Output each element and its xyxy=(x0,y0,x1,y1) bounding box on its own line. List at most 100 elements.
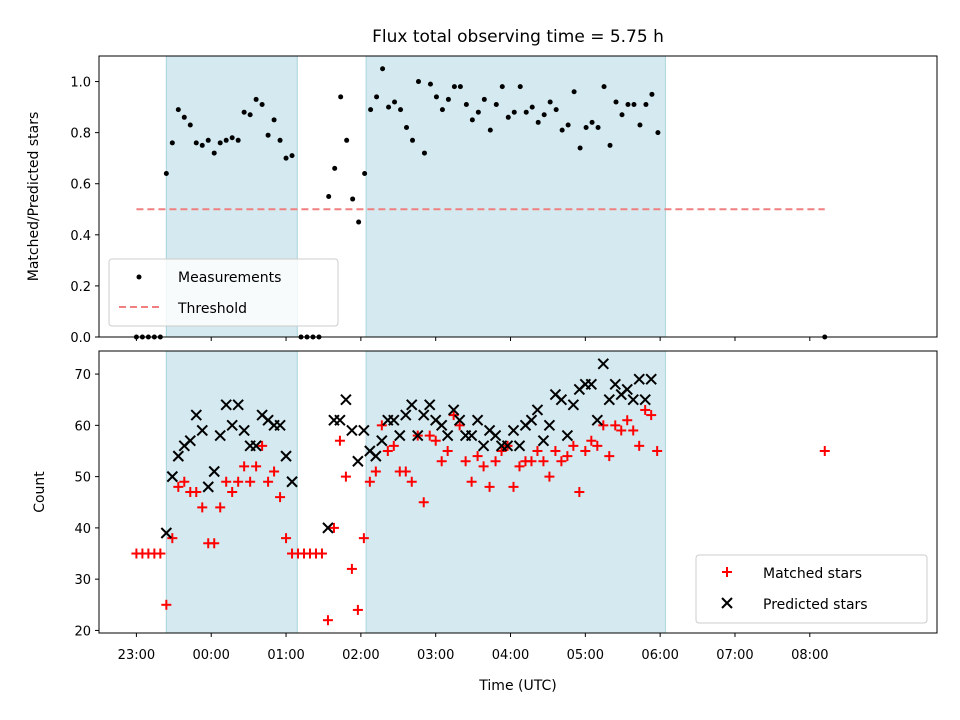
legend-matched-plus xyxy=(722,567,732,577)
predicted-star-point xyxy=(597,358,610,370)
count-axes-frame xyxy=(98,350,938,634)
predicted-star-point-b xyxy=(429,414,442,426)
predicted-star-point-b xyxy=(471,414,484,426)
measurement-point xyxy=(229,135,235,141)
matched-star-point xyxy=(400,466,411,477)
matched-star-point xyxy=(233,476,244,487)
predicted-star-point xyxy=(238,424,250,437)
predicted-star-point xyxy=(358,424,370,437)
predicted-star-point-b xyxy=(561,429,574,442)
measurement-point xyxy=(253,96,259,102)
matched-star-point xyxy=(550,445,561,456)
measurement-point xyxy=(487,127,493,133)
predicted-star-point-b xyxy=(256,409,268,421)
matched-star-point xyxy=(167,533,178,544)
measurement-point xyxy=(241,109,247,115)
matched-star-point xyxy=(322,615,333,626)
matched-star-point xyxy=(604,451,615,462)
measurement-point xyxy=(289,153,295,159)
count-y-tick-label: 70 xyxy=(74,368,91,383)
predicted-star-point-b xyxy=(531,404,544,416)
matched-star-point xyxy=(484,481,495,492)
predicted-star-point-b xyxy=(226,419,238,432)
predicted-star-point xyxy=(585,378,598,391)
predicted-star-point-b xyxy=(435,419,448,432)
count-y-axis-label: Count xyxy=(32,471,48,513)
count-x-tick-label: 23:00 xyxy=(118,648,155,663)
measurement-point xyxy=(193,140,199,146)
ratio-shaded-interval xyxy=(366,56,666,337)
matched-star-point xyxy=(191,487,202,497)
matched-star-point xyxy=(448,410,459,421)
matched-star-point xyxy=(376,420,387,431)
legend-threshold-label: Threshold xyxy=(177,301,247,317)
matched-star-point xyxy=(616,425,627,436)
predicted-star-point xyxy=(340,394,352,406)
count-x-tick-label: 08:00 xyxy=(791,648,828,663)
predicted-star-point xyxy=(334,414,346,426)
count-x-tick-label: 04:00 xyxy=(492,648,529,663)
matched-star-point xyxy=(556,456,567,467)
matched-star-point xyxy=(161,599,172,610)
matched-star-point xyxy=(568,440,579,451)
predicted-star-point xyxy=(184,435,196,447)
x-axis-label: Time (UTC) xyxy=(478,678,556,694)
ratio-y-tick-label: 0.4 xyxy=(70,229,91,244)
matched-star-point xyxy=(436,456,447,467)
predicted-star-point-b xyxy=(441,429,454,442)
predicted-star-point xyxy=(226,419,238,432)
matched-star-point xyxy=(251,461,262,472)
predicted-star-point-b xyxy=(346,424,358,437)
predicted-star-point-b xyxy=(286,476,298,488)
predicted-star-point xyxy=(447,404,460,416)
predicted-star-point-b xyxy=(376,435,388,447)
measurement-point xyxy=(398,107,404,113)
measurement-point xyxy=(637,122,643,128)
predicted-star-point xyxy=(471,414,484,426)
measurement-point xyxy=(607,142,613,148)
predicted-star-point-b xyxy=(364,445,376,457)
matched-star-point xyxy=(586,435,597,446)
predicted-star-point-b xyxy=(639,394,651,406)
predicted-star-point xyxy=(202,481,214,493)
predicted-star-point xyxy=(531,404,544,416)
predicted-star-point-b xyxy=(555,394,568,406)
matched-star-point xyxy=(610,420,621,431)
predicted-star-point xyxy=(543,419,556,432)
legend-predicted-x-b xyxy=(721,597,733,609)
predicted-star-point xyxy=(406,399,418,411)
measurement-point xyxy=(427,81,433,87)
matched-star-point xyxy=(544,471,555,482)
predicted-star-point-b xyxy=(489,429,502,442)
matched-star-point xyxy=(263,476,274,487)
matched-star-point xyxy=(173,481,184,492)
predicted-star-point xyxy=(208,465,220,478)
predicted-star-point-b xyxy=(597,358,610,370)
predicted-star-point xyxy=(591,414,604,426)
measurement-point xyxy=(529,104,535,110)
legend-measurements-label: Measurements xyxy=(178,270,281,286)
predicted-star-point xyxy=(489,429,502,442)
measurement-point xyxy=(175,107,181,113)
measurement-point xyxy=(535,119,541,125)
measurement-point xyxy=(445,96,451,102)
predicted-star-point xyxy=(418,409,430,421)
measurement-point xyxy=(613,99,619,105)
measurement-point xyxy=(421,150,427,156)
legend-matched-marker xyxy=(722,567,732,577)
matched-star-point xyxy=(598,420,609,431)
measurement-point xyxy=(625,102,631,108)
chart-title: Flux total observing time = 5.75 h xyxy=(372,27,664,47)
measurement-point xyxy=(583,125,589,131)
matched-star-point xyxy=(239,461,250,472)
matched-star-point xyxy=(358,533,369,544)
measurement-point xyxy=(571,89,577,95)
predicted-star-point-b xyxy=(406,399,418,411)
ratio-y-tick-label: 1.0 xyxy=(70,76,91,91)
matched-star-point xyxy=(592,440,603,451)
matched-star-point xyxy=(442,445,453,456)
count-legend-box xyxy=(695,554,928,624)
predicted-star-point-b xyxy=(394,429,406,442)
predicted-star-point-b xyxy=(507,424,520,437)
